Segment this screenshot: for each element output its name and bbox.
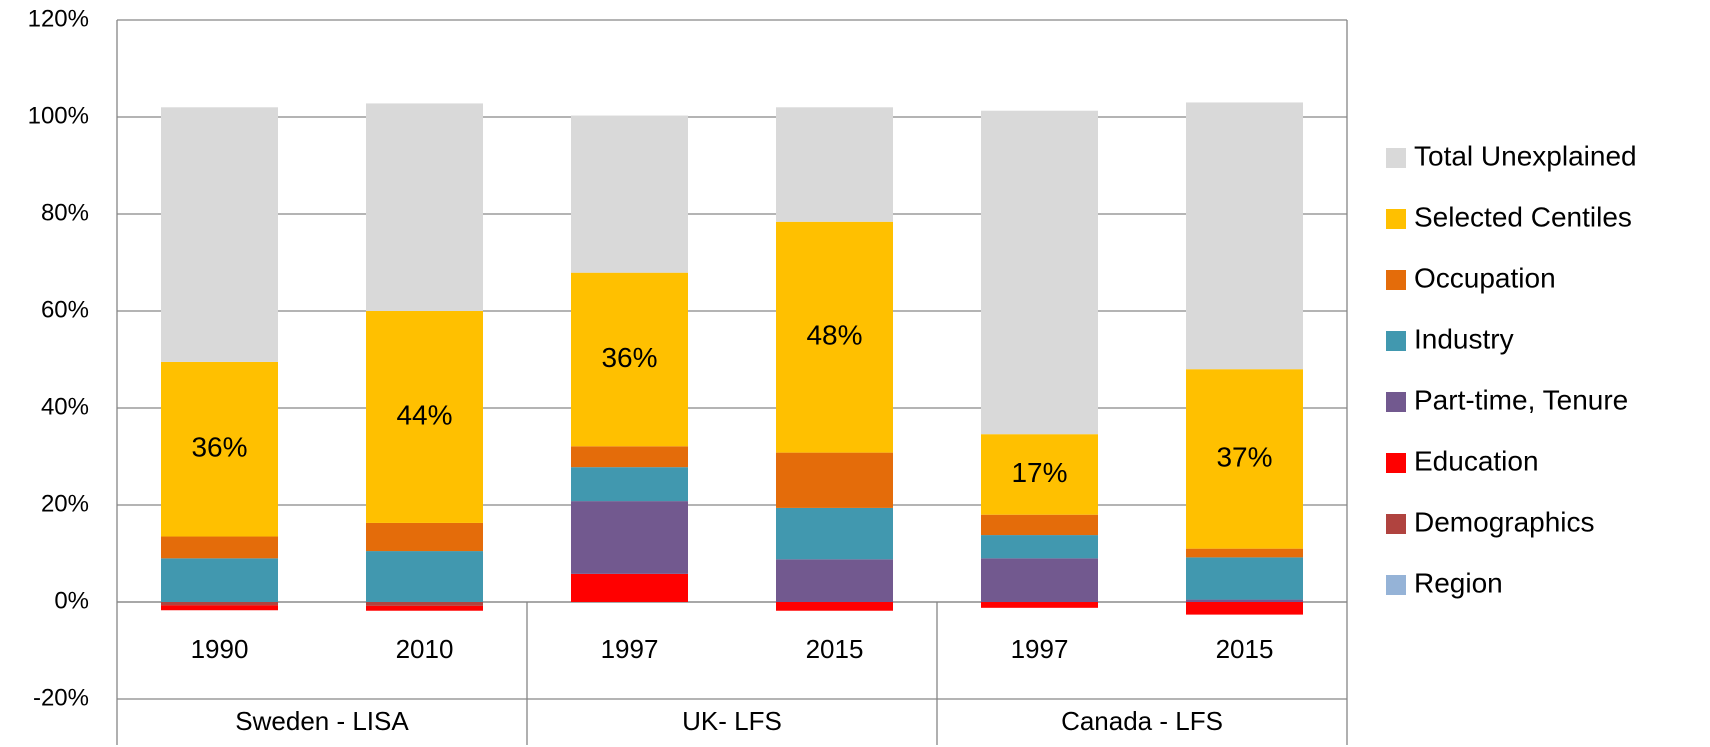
group-label: Canada - LFS [1061, 706, 1223, 736]
y-tick-label: 120% [28, 5, 89, 32]
legend-swatch [1386, 148, 1406, 168]
legend-label: Demographics [1414, 506, 1595, 537]
x-tick-label: 2015 [1216, 634, 1274, 664]
bar-segment [161, 361, 278, 537]
legend-label: Total Unexplained [1414, 140, 1637, 171]
bar-segment [161, 536, 278, 559]
bar-segment [776, 107, 893, 222]
bar-segment [981, 535, 1098, 559]
data-label: 17% [1011, 457, 1067, 488]
bar-segment [776, 559, 893, 602]
legend-swatch [1386, 514, 1406, 534]
legend-label: Part-time, Tenure [1414, 384, 1628, 415]
bar-segment [161, 558, 278, 602]
bar-segment [366, 311, 483, 523]
bar-segment [1186, 557, 1303, 600]
bar-segment [776, 602, 893, 611]
legend-label: Selected Centiles [1414, 201, 1632, 232]
bar-segment [161, 605, 278, 611]
bar-segment [161, 107, 278, 362]
bar-segment [366, 602, 483, 606]
group-label: Sweden - LISA [235, 706, 409, 736]
bar-segment [571, 115, 688, 273]
bar-segment [1186, 599, 1303, 602]
bar-segment [571, 501, 688, 574]
bar-segment [366, 605, 483, 611]
bar-segment [1186, 602, 1303, 615]
y-tick-label: 60% [41, 296, 89, 323]
legend-swatch [1386, 209, 1406, 229]
bar-segment [366, 551, 483, 602]
data-label: 44% [396, 399, 452, 430]
data-label: 36% [601, 342, 657, 373]
y-tick-label: 20% [41, 490, 89, 517]
legend-swatch [1386, 331, 1406, 351]
x-tick-label: 2015 [806, 634, 864, 664]
data-label: 37% [1216, 441, 1272, 472]
bar-segment [981, 110, 1098, 435]
y-tick-label: -20% [33, 684, 89, 711]
bar-segment [571, 446, 688, 468]
bar-segment [981, 602, 1098, 608]
legend-swatch [1386, 270, 1406, 290]
data-label: 36% [191, 432, 247, 463]
bar-segment [776, 452, 893, 508]
y-tick-label: 0% [54, 587, 89, 614]
bar-segment [981, 514, 1098, 536]
bar-segment [776, 221, 893, 453]
bar-segment [1186, 548, 1303, 558]
bar-segment [1186, 369, 1303, 549]
y-tick-label: 100% [28, 102, 89, 129]
bar-segment [366, 103, 483, 311]
legend-swatch [1386, 453, 1406, 473]
bar-segment [366, 522, 483, 552]
bar-segment [571, 467, 688, 502]
legend-label: Region [1414, 567, 1503, 598]
bar-segment [571, 272, 688, 447]
x-tick-label: 1997 [1011, 634, 1069, 664]
bar-segment [776, 507, 893, 560]
bar-segment [1186, 102, 1303, 370]
y-tick-label: 80% [41, 199, 89, 226]
x-tick-label: 2010 [396, 634, 454, 664]
legend-label: Industry [1414, 323, 1514, 354]
bar-segment [981, 434, 1098, 515]
y-tick-label: 40% [41, 393, 89, 420]
bar-segment [981, 558, 1098, 602]
legend-label: Occupation [1414, 262, 1556, 293]
x-tick-label: 1990 [191, 634, 249, 664]
group-label: UK- LFS [682, 706, 782, 736]
bar-segment [571, 573, 688, 602]
legend-swatch [1386, 575, 1406, 595]
legend-label: Education [1414, 445, 1539, 476]
legend-swatch [1386, 392, 1406, 412]
data-label: 48% [806, 320, 862, 351]
bar-segment [161, 602, 278, 606]
x-tick-label: 1997 [601, 634, 659, 664]
